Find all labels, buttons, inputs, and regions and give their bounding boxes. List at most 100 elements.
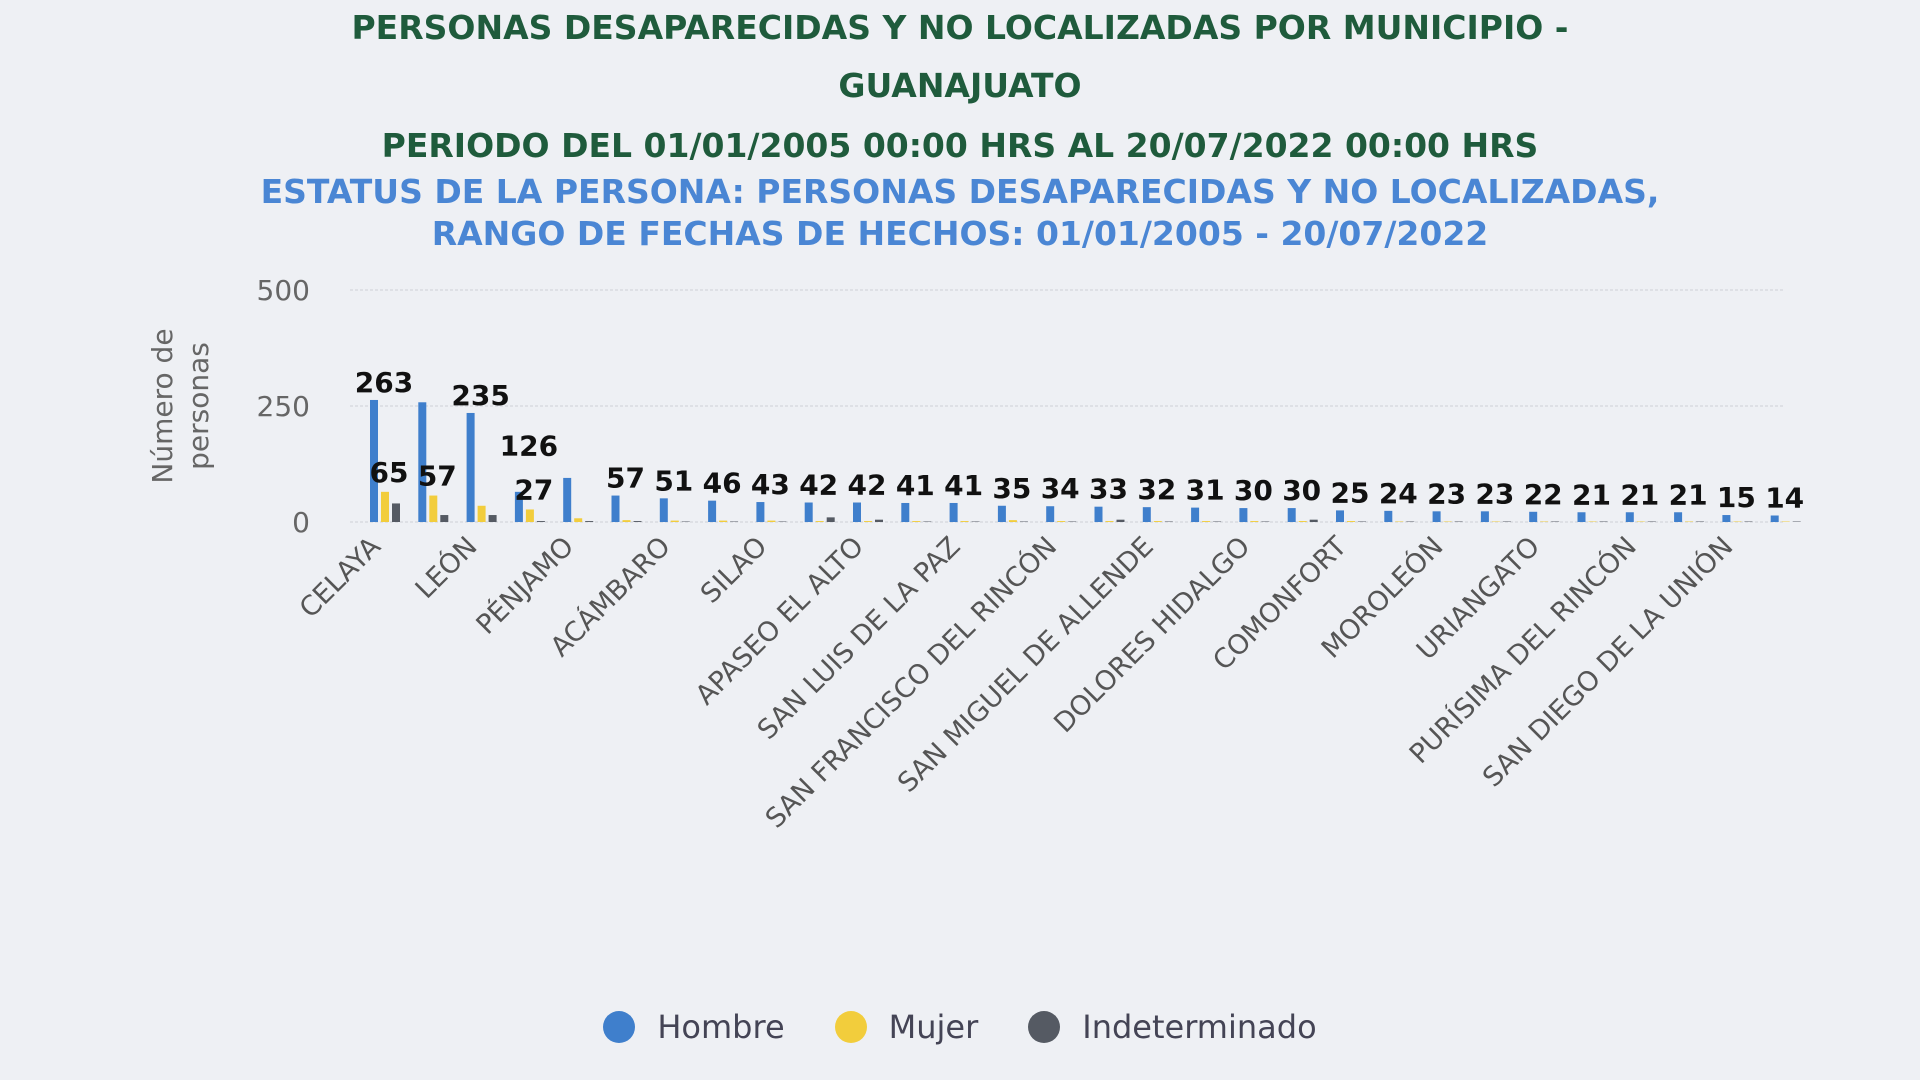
bar-mujer [767,520,776,522]
bar-chart: 0 250 500 Número de personas 263 235 126 57 51 46 4… [146,274,1804,834]
data-label: 30 [1234,474,1273,507]
data-label: 41 [944,469,983,502]
legend-dot-icon [834,1011,867,1043]
bar-mujer [912,521,921,522]
bar-mujer [1105,521,1114,522]
data-label: 35 [992,472,1031,505]
data-label: 14 [1765,482,1804,515]
bar-mujer [864,521,872,522]
bar-mujer [815,521,824,522]
bar-mujer [525,509,534,522]
data-label: 263 [355,366,413,399]
bar-indeterminado [488,515,497,522]
chart-period: PERIODO DEL 01/01/2005 00:00 HRS AL 20/0… [381,126,1539,165]
data-label: 15 [1717,481,1756,514]
legend-dot-icon [1028,1011,1061,1043]
data-label: 42 [848,469,887,502]
bar-mujer [960,521,969,522]
bar-indeterminado [1116,519,1125,522]
bar-indeterminado [1309,519,1318,522]
data-label: 46 [703,467,742,500]
data-label: 30 [1282,474,1321,507]
bar-hombre [949,502,958,522]
bar-hombre [1625,512,1634,522]
bar-indeterminado [440,515,449,522]
bar-mujer [1008,520,1017,522]
bar-hombre [804,502,813,522]
bar-hombre [1094,506,1103,522]
bar-mujer [381,491,389,522]
bar-mujer [574,518,583,522]
data-label: 23 [1475,477,1514,510]
bar-hombre [853,502,861,522]
data-label: 41 [896,469,935,502]
y-tick-label: 500 [257,274,310,307]
bar-hombre [1046,506,1055,522]
data-label: 21 [1572,478,1611,511]
x-tick-label: SILAO [695,531,773,609]
bar-indeterminado [585,521,594,522]
bar-mujer [1153,521,1162,522]
bar-hombre [1674,512,1683,522]
bar-hombre [1142,507,1151,522]
chart-title-line1: PERSONAS DESAPARECIDAS Y NO LOCALIZADAS … [351,8,1569,47]
bar-hombre [1191,507,1200,522]
bar-mujer [719,520,728,522]
bar-hombre [708,500,717,522]
data-label: 235 [451,379,509,412]
bar-indeterminado [392,503,400,522]
data-label: 33 [1089,473,1128,506]
bar-mujer [622,520,631,522]
data-label: 126 [500,430,558,463]
bar-mujer [1057,521,1066,522]
data-label: 57 [606,462,645,495]
chart-subtitle-line2: RANGO DE FECHAS DE HECHOS: 01/01/2005 - … [431,214,1489,253]
bar-hombre [370,399,378,522]
legend-dot-icon [603,1011,636,1043]
data-label: 24 [1379,477,1418,510]
legend-item[interactable]: Indeterminado [1028,1008,1317,1046]
legend-label: Indeterminado [1082,1008,1317,1046]
bar-indeterminado [826,517,835,522]
bar-mujer [477,505,486,522]
data-label: 42 [799,469,838,502]
data-label: 23 [1427,477,1466,510]
bar-hombre [1529,511,1538,522]
bar-hombre [514,491,523,522]
legend-label: Mujer [888,1008,979,1046]
legend-label: Hombre [657,1008,785,1046]
bar-hombre [563,477,572,522]
chart-subtitle-line1: ESTATUS DE LA PERSONA: PERSONAS DESAPARE… [260,172,1660,211]
data-label: 32 [1137,473,1176,506]
bar-hombre [997,505,1006,522]
bar-indeterminado [536,521,545,522]
legend-item[interactable]: Hombre [603,1008,785,1046]
bar-hombre [659,498,668,522]
bar-hombre [756,502,765,522]
legend-item[interactable]: Mujer [834,1008,979,1046]
bar-indeterminado [633,521,642,522]
bar-hombre [1384,510,1393,522]
bar-mujer [1202,521,1211,522]
data-label: 31 [1186,474,1225,507]
data-label: 34 [1041,472,1080,505]
data-label: 21 [1620,478,1659,511]
bar-hombre [1770,515,1779,522]
bar-mujer [1250,521,1259,522]
y-tick-label: 250 [257,390,310,423]
y-tick-label: 0 [292,506,310,539]
data-label: 51 [654,464,693,497]
data-label: 25 [1331,476,1370,509]
bar-mujer [670,520,679,522]
chart-title-line2: GUANAJUATO [838,66,1082,105]
bar-hombre [1722,515,1731,522]
bar-hombre [611,495,620,522]
bar-mujer [1347,521,1355,522]
data-label: 21 [1669,478,1708,511]
x-tick-label: LEÓN [409,530,484,605]
x-tick-label: APASEO EL ALTO [690,531,870,711]
data-label: 22 [1524,478,1563,511]
bar-indeterminado [875,519,883,522]
bar-hombre [1480,511,1489,522]
bar-hombre [1577,512,1586,522]
